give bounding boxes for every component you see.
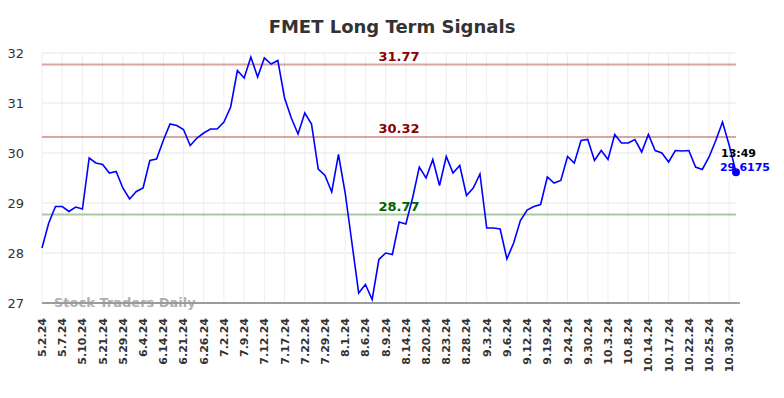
grid-line [42,103,736,104]
x-tick-label: 8.14.24 [400,318,413,365]
x-tick-label: 10.22.24 [683,318,696,373]
x-tick-label: 9.19.24 [541,318,554,365]
background [0,0,784,398]
grid-line [284,53,285,303]
x-tick-label: 10.3.24 [602,318,615,365]
grid-line [163,53,164,303]
watermark: Stock Traders Daily [54,295,196,310]
grid-line [607,53,608,303]
x-tick-label: 9.3.24 [481,318,494,357]
title: FMET Long Term Signals [269,16,516,37]
x-tick-label: 10.25.24 [703,318,716,373]
x-tick-label: 8.9.24 [380,318,393,357]
y-tick-label: 27 [7,296,24,311]
plot-area [42,57,740,300]
grid-line [405,53,406,303]
grid-line [668,53,669,303]
x-tick-label: 8.20.24 [420,318,433,365]
grid-line [82,53,83,303]
x-tick-label: 7.12.24 [258,318,271,365]
x-tick-label: 8.28.24 [460,318,473,365]
grid-line [527,53,528,303]
grid-line [42,153,736,154]
x-tick-label: 7.2.24 [218,318,231,357]
x-tick-label: 8.6.24 [359,318,372,357]
grid-line [688,53,689,303]
grid-line [304,53,305,303]
x-tick-label: 6.4.24 [137,318,150,357]
grid-line [648,53,649,303]
grid-line [385,53,386,303]
grid-line [345,53,346,303]
grid-line [143,53,144,303]
grid-line [122,53,123,303]
grid-line [587,53,588,303]
x-tick-label: 9.12.24 [521,318,534,365]
x-tick-label: 9.24.24 [562,318,575,365]
x-tick-label: 8.23.24 [440,318,453,365]
reference-line [42,136,736,138]
reference-label: 28.77 [378,199,419,214]
reference-line [42,214,736,216]
x-tick-label: 10.14.24 [642,318,655,373]
x-tick-label: 5.10.24 [76,318,89,365]
chart: FMET Long Term Signals 27 28 29 30 31 32 5.2.24… [0,0,784,398]
y-tick-label: 30 [7,146,24,161]
x-tick-label: 10.8.24 [622,318,635,365]
x-tick-label: 6.14.24 [157,318,170,365]
x-tick-label: 5.21.24 [97,318,110,365]
x-tick-label: 10.30.24 [723,318,736,373]
x-tick-label: 7.9.24 [238,318,251,357]
reference-line [42,64,736,66]
grid-line [264,53,265,303]
x-tick-label: 6.26.24 [198,318,211,365]
grid-line [729,53,730,303]
x-tick-label: 6.21.24 [177,318,190,365]
grid-line [567,53,568,303]
grid-line [244,53,245,303]
x-tick-label: 8.1.24 [339,318,352,357]
x-tick-label: 7.22.24 [299,318,312,365]
grid-line [709,53,710,303]
y-tick-label: 28 [7,246,24,261]
x-tick-label: 5.2.24 [36,318,49,357]
x-tick-label: 7.17.24 [279,318,292,365]
price-line [42,57,736,300]
x-tick-label: 9.30.24 [582,318,595,365]
grid-line [365,53,366,303]
grid-line [102,53,103,303]
grid-line [486,53,487,303]
reference-label: 30.32 [378,121,419,136]
grid-line [62,53,63,303]
y-tick-label: 32 [7,46,24,61]
y-tick-label: 29 [7,196,24,211]
last-value: 29.6175 [720,161,770,174]
last-time: 13:49 [721,147,756,160]
grid-line [42,53,43,303]
grid-line [183,53,184,303]
grid-line [223,53,224,303]
grid-line [446,53,447,303]
reference-label: 31.77 [378,49,419,64]
x-tick-label: 5.7.24 [56,318,69,357]
grid-line [506,53,507,303]
x-tick-label: 10.17.24 [663,318,676,373]
x-tick-label: 5.29.24 [117,318,130,365]
grid-line [466,53,467,303]
grid-line [203,53,204,303]
grid-line [628,53,629,303]
x-tick-label: 9.6.24 [501,318,514,357]
x-tick-label: 7.29.24 [319,318,332,365]
y-tick-label: 31 [7,96,24,111]
